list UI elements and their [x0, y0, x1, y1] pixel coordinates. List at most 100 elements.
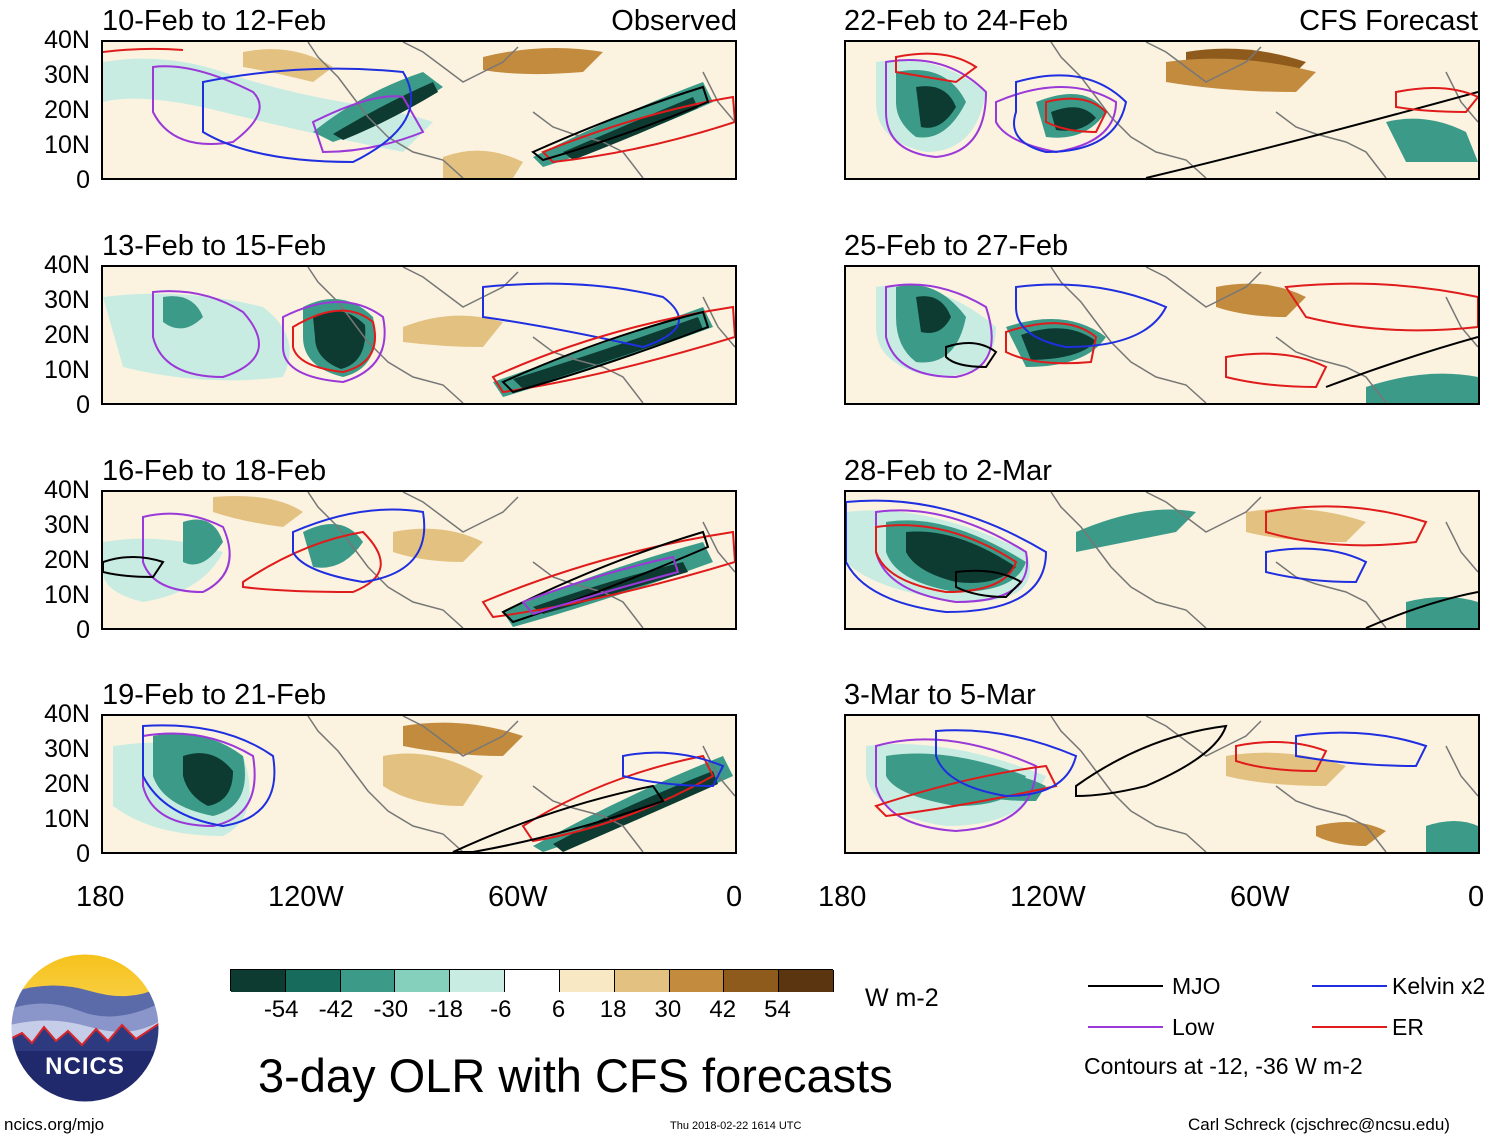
y-tick-label: 30N [44, 735, 90, 763]
wave-contour [311, 95, 425, 154]
olr-anomaly-region [916, 296, 951, 333]
olr-map [101, 40, 737, 180]
wave-contour [292, 309, 376, 374]
x-tick-label: 60W [1230, 881, 1290, 913]
wave-contour [935, 729, 1078, 798]
y-tick-label: 20N [44, 770, 90, 798]
olr-anomaly-region [403, 722, 523, 756]
x-tick-label: 0 [1468, 881, 1485, 913]
wave-contour [1013, 74, 1128, 154]
wave-contour [1365, 591, 1478, 628]
legend-line-er [1312, 1026, 1387, 1028]
wave-contour [1045, 97, 1108, 134]
y-tick-label: 10N [44, 805, 90, 833]
wave-contour [152, 65, 261, 145]
wave-contour [103, 47, 184, 53]
coastline [307, 267, 735, 403]
x-tick-label: 180 [76, 881, 125, 913]
olr-anomaly-region [1021, 328, 1096, 360]
olr-anomaly-region [403, 315, 503, 347]
wave-contour [1295, 731, 1428, 768]
y-tick-label: 30N [44, 61, 90, 89]
wave-contour [501, 310, 710, 394]
map-background [103, 42, 735, 178]
colorbar-swatch [559, 970, 615, 992]
wave-contour [292, 508, 426, 584]
x-tick-label: 0 [726, 881, 743, 913]
olr-map [101, 490, 737, 630]
colorbar [230, 969, 834, 992]
colorbar-label: -30 [373, 996, 409, 1023]
colorbar-label: -18 [428, 996, 463, 1023]
olr-anomaly-region [163, 296, 203, 329]
olr-anomaly-region [916, 86, 956, 128]
colorbar-label: 18 [599, 996, 627, 1023]
colorbar-swatch [340, 970, 396, 992]
wave-contour [875, 738, 1038, 833]
legend-label: Low [1172, 1014, 1215, 1040]
footer-timestamp: Thu 2018-02-22 1614 UTC [670, 1120, 802, 1132]
olr-anomaly-region [183, 519, 223, 565]
olr-anomaly-region [383, 753, 483, 806]
panel-tag: Observed [611, 5, 737, 37]
y-tick-label: 40N [44, 26, 90, 54]
colorbar-swatch [724, 970, 780, 992]
y-tick-label: 40N [44, 700, 90, 728]
legend-label: MJO [1172, 973, 1221, 999]
olr-anomaly-region [1166, 58, 1316, 92]
x-tick-label: 180 [818, 881, 867, 913]
wave-contour [885, 283, 993, 379]
olr-map [844, 490, 1480, 630]
main-title: 3-day OLR with CFS forecasts [258, 1049, 893, 1102]
panel-title: 22-Feb to 24-Feb [844, 5, 1069, 37]
colorbar-label: -42 [318, 996, 354, 1023]
wave-contour [521, 555, 680, 616]
colorbar-units: W m-2 [865, 984, 939, 1012]
panel-tag: CFS Forecast [1299, 5, 1478, 37]
olr-anomaly-region [906, 531, 1016, 583]
wave-contour [1235, 741, 1328, 773]
olr-anomaly-region [1076, 509, 1196, 552]
colorbar-label: -6 [490, 996, 512, 1023]
footer-url[interactable]: ncics.org/mjo [4, 1115, 105, 1134]
wave-contour [482, 282, 680, 349]
colorbar-swatch [614, 970, 670, 992]
colorbar-label: 54 [764, 996, 791, 1023]
legend-note: Contours at -12, -36 W m-2 [1084, 1053, 1363, 1079]
colorbar-swatch [285, 970, 341, 992]
olr-anomaly-region [1216, 283, 1306, 317]
colorbar-label: -54 [263, 996, 299, 1023]
y-tick-label: 40N [44, 476, 90, 504]
colorbar-swatch [505, 970, 560, 992]
y-tick-label: 20N [44, 321, 90, 349]
wave-contour [875, 524, 1018, 594]
y-tick-label: 30N [44, 286, 90, 314]
wave-contour [242, 530, 382, 594]
olr-anomaly-region [1366, 373, 1478, 403]
wave-contour [895, 52, 978, 84]
y-tick-label: 10N [44, 356, 90, 384]
wave-contour [152, 290, 260, 379]
wave-contour [103, 556, 165, 579]
wave-contour [622, 751, 725, 788]
olr-map [101, 714, 737, 854]
y-tick-label: 0 [76, 616, 90, 644]
wave-contour [142, 512, 231, 594]
wave-contour [142, 732, 256, 828]
wave-contour [1225, 352, 1328, 389]
coastline [307, 492, 735, 628]
panel-title: 3-Mar to 5-Mar [844, 679, 1036, 711]
y-tick-label: 20N [44, 96, 90, 124]
olr-anomaly-region [393, 528, 483, 562]
olr-anomaly-region [533, 756, 733, 852]
colorbar-swatch [231, 970, 286, 992]
legend-line-mjo [1088, 985, 1163, 987]
panel-title: 16-Feb to 18-Feb [102, 455, 327, 487]
colorbar-swatch [395, 970, 451, 992]
olr-anomaly-region [243, 49, 333, 82]
wave-contour [945, 342, 998, 369]
wave-contour [202, 67, 413, 164]
logo-text: NCICS [45, 1053, 125, 1080]
olr-anomaly-region [1426, 821, 1478, 852]
olr-anomaly-region [1406, 597, 1478, 628]
